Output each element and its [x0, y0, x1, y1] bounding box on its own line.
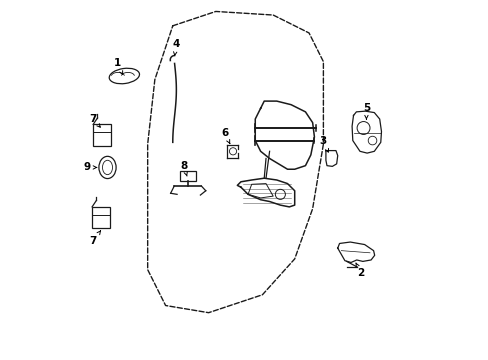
- Text: 7: 7: [89, 231, 101, 246]
- Text: 2: 2: [355, 263, 364, 278]
- Bar: [93, 125, 111, 146]
- Text: 3: 3: [319, 136, 328, 152]
- Bar: [180, 171, 195, 181]
- Text: 6: 6: [221, 129, 229, 144]
- Text: 8: 8: [180, 161, 187, 176]
- Text: 5: 5: [362, 103, 369, 119]
- Bar: [92, 207, 110, 228]
- Text: 7: 7: [89, 114, 100, 127]
- Text: 9: 9: [84, 162, 97, 172]
- Text: 1: 1: [113, 58, 122, 75]
- Text: 4: 4: [172, 39, 180, 55]
